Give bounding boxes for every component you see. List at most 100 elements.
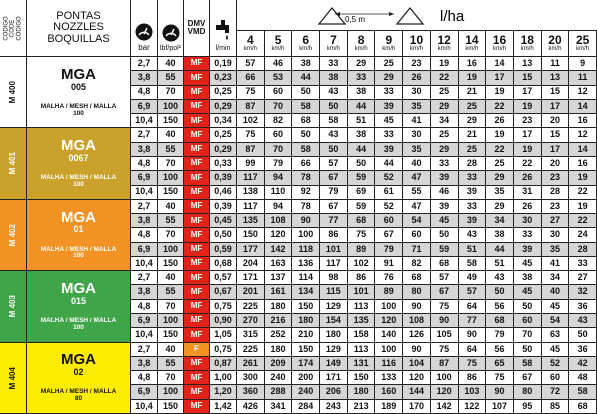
flow-rate: 0,57 — [210, 271, 237, 286]
mesh-block: MALHA / MESH / MALLA 100 — [41, 103, 117, 118]
application-rate: 126 — [403, 328, 431, 343]
application-rate: 118 — [292, 242, 321, 257]
application-rate: 240 — [264, 371, 293, 386]
group-nozzle: MGA 01 MALHA / MESH / MALLA 100 — [27, 199, 131, 272]
application-rate: 29 — [430, 99, 459, 115]
application-rate: 54 — [403, 214, 431, 229]
pressure-psi: 100 — [158, 171, 184, 186]
application-rate: 33 — [458, 171, 487, 186]
flow-rate: 1,42 — [210, 399, 237, 414]
application-rate: 42 — [569, 356, 597, 372]
pressure-bar: 4,8 — [131, 299, 158, 315]
application-rate: 86 — [320, 228, 348, 243]
application-rate: 41 — [541, 256, 570, 272]
application-rate: 68 — [486, 314, 514, 329]
code-text: M 403 — [7, 295, 17, 318]
application-rate: 75 — [430, 342, 459, 357]
application-rate: 36 — [569, 342, 597, 357]
application-rate: 98 — [320, 271, 348, 286]
application-rate: 134 — [292, 285, 321, 300]
application-rate: 68 — [569, 399, 597, 414]
application-rate: 39 — [458, 185, 487, 200]
application-rate: 180 — [320, 328, 348, 343]
application-rate: 158 — [347, 328, 376, 343]
pressure-psi: 150 — [158, 256, 184, 272]
speed-header: 25 km/h — [569, 30, 597, 57]
application-rate: 240 — [292, 385, 321, 400]
application-rate: 204 — [237, 256, 265, 272]
application-rate: 39 — [375, 99, 404, 115]
speed-unit: km/h — [493, 46, 507, 53]
application-rate: 56 — [486, 342, 514, 357]
dmv-class: MF — [184, 314, 210, 329]
speed-header: 4 km/h — [237, 30, 265, 57]
pressure-psi: 150 — [158, 328, 184, 343]
application-rate: 22 — [486, 99, 514, 115]
application-rate: 22 — [486, 142, 514, 157]
pressure-psi: 70 — [158, 299, 184, 315]
application-rate: 40 — [403, 156, 431, 172]
application-rate: 117 — [237, 199, 265, 215]
application-rate: 90 — [430, 314, 459, 329]
application-rate: 284 — [292, 399, 321, 414]
code-text: M 401 — [7, 152, 17, 175]
application-rate: 315 — [237, 328, 265, 343]
application-rate: 60 — [403, 228, 431, 243]
application-rate: 16 — [458, 57, 487, 72]
application-rate: 44 — [486, 242, 514, 257]
psi-header: lbf/pol² — [158, 0, 184, 57]
application-rate: 89 — [375, 285, 404, 300]
application-rate: 33 — [513, 228, 542, 243]
application-rate: 35 — [403, 99, 431, 115]
application-rate: 82 — [403, 256, 431, 272]
pressure-bar: 3,8 — [131, 71, 158, 86]
application-rate: 54 — [541, 314, 570, 329]
application-rate: 19 — [513, 142, 542, 157]
pressure-bar: 6,9 — [131, 385, 158, 400]
icon — [215, 20, 231, 44]
application-rate: 28 — [458, 156, 487, 172]
pressure-bar: 3,8 — [131, 214, 158, 229]
group-code: M 403 — [0, 271, 27, 343]
application-rate: 129 — [320, 299, 348, 315]
model: MGA — [61, 351, 96, 369]
pressure-bar: 4,8 — [131, 156, 158, 172]
application-rate: 107 — [486, 399, 514, 414]
model-block: MGA 0067 — [61, 138, 96, 163]
application-rate: 70 — [264, 142, 293, 157]
model: MGA — [61, 137, 96, 155]
application-rate: 33 — [320, 57, 348, 72]
application-rate: 33 — [458, 199, 487, 215]
application-rate: 160 — [375, 385, 404, 400]
application-rate: 55 — [403, 185, 431, 200]
application-rate: 30 — [403, 128, 431, 143]
dmv-class: F — [184, 342, 210, 357]
mesh-size: 100 — [73, 323, 84, 331]
application-rate: 45 — [430, 214, 459, 229]
application-rate: 75 — [458, 356, 487, 372]
dmv-class: MF — [184, 271, 210, 286]
application-rate: 50 — [292, 128, 321, 143]
mesh-block: MALHA / MESH / MALLA 100 — [41, 246, 117, 261]
application-rate: 51 — [486, 256, 514, 272]
dmv-header: DMV VMD — [184, 0, 210, 57]
pressure-psi: 70 — [158, 371, 184, 386]
pressure-psi: 40 — [158, 128, 184, 143]
dmv-class: MF — [184, 242, 210, 257]
application-rate: 38 — [320, 71, 348, 86]
application-rate: 19 — [569, 171, 597, 186]
flow-rate: 0,34 — [210, 114, 237, 129]
application-rate: 58 — [513, 356, 542, 372]
group-nozzle: MGA 005 MALHA / MESH / MALLA 100 — [27, 57, 131, 129]
application-rate: 57 — [320, 156, 348, 172]
application-rate: 180 — [264, 342, 293, 357]
application-rate: 26 — [513, 199, 542, 215]
size: 01 — [73, 224, 84, 235]
application-rate: 13 — [513, 57, 542, 72]
dmv-class: MF — [184, 57, 210, 72]
dmv-class: MF — [184, 371, 210, 386]
application-rate: 23 — [541, 199, 570, 215]
application-rate: 45 — [513, 285, 542, 300]
flow-rate: 0,39 — [210, 171, 237, 186]
